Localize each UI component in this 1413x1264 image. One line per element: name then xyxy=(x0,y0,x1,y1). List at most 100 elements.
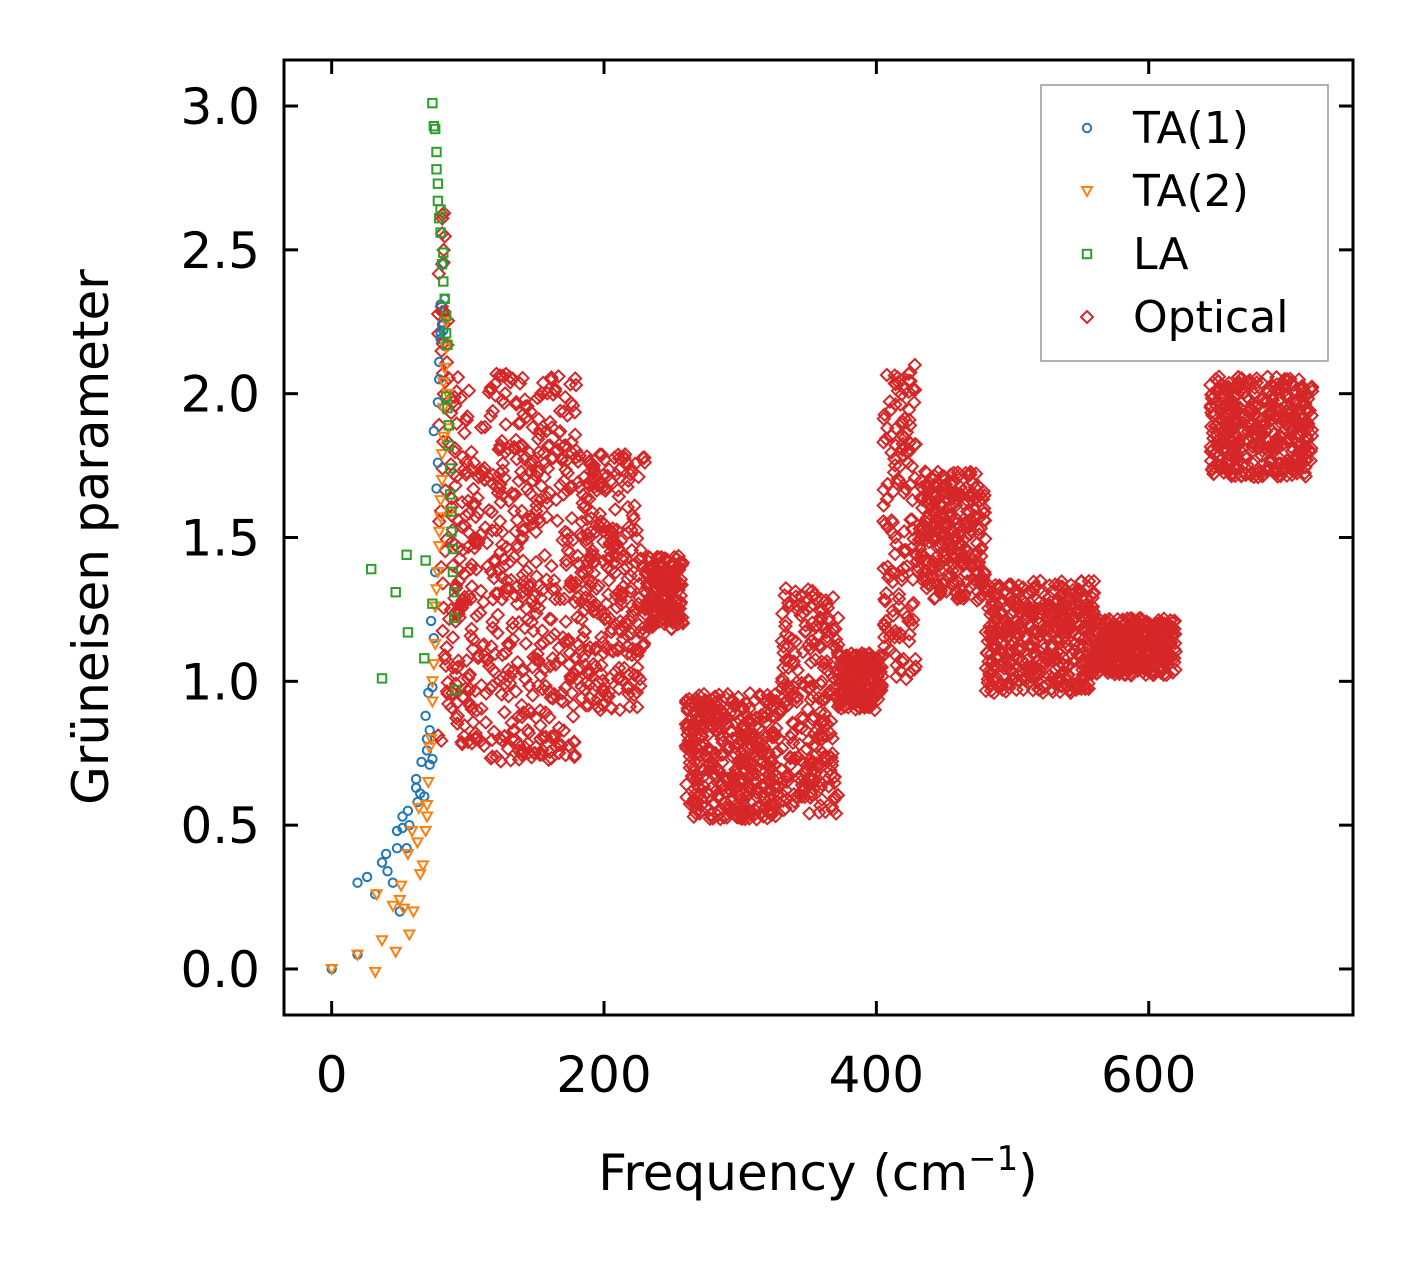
optical-point xyxy=(876,638,892,654)
optical-point xyxy=(522,577,538,593)
ta1-point xyxy=(420,710,431,721)
optical-point xyxy=(515,705,531,720)
optical-point xyxy=(468,532,484,547)
optical-point xyxy=(710,775,726,791)
optical-point xyxy=(898,671,914,687)
optical-point xyxy=(485,403,501,419)
optical-point xyxy=(1056,590,1072,606)
optical-point xyxy=(528,468,544,484)
optical-point xyxy=(581,491,597,507)
optical-point xyxy=(1055,613,1071,629)
optical-point xyxy=(901,613,916,629)
optical-point xyxy=(794,753,810,769)
ta2-point xyxy=(432,526,446,539)
optical-point xyxy=(717,689,733,705)
optical-point xyxy=(936,527,952,543)
optical-point xyxy=(902,365,918,380)
optical-point xyxy=(437,228,453,244)
optical-point xyxy=(819,716,835,731)
x-axis-title-main: Frequency (cm xyxy=(598,1144,968,1202)
optical-point xyxy=(468,509,484,525)
optical-point xyxy=(890,370,906,386)
y-tick-label: 2.0 xyxy=(180,366,260,424)
ta1-point xyxy=(397,811,408,822)
ta2-point xyxy=(394,880,408,893)
optical-point xyxy=(611,462,627,477)
optical-point xyxy=(1244,417,1260,432)
ta1-point xyxy=(352,877,363,888)
optical-point xyxy=(891,598,907,614)
optical-point xyxy=(935,478,951,494)
optical-point xyxy=(520,398,535,414)
optical-point xyxy=(494,487,510,503)
optical-point xyxy=(977,505,993,521)
optical-point xyxy=(1277,382,1293,398)
optical-point xyxy=(745,729,761,745)
optical-point xyxy=(932,580,948,596)
optical-point xyxy=(755,787,771,803)
optical-point xyxy=(517,392,533,408)
optical-point xyxy=(599,559,615,575)
optical-point xyxy=(486,570,502,586)
optical-point xyxy=(518,450,534,466)
legend-label-la: LA xyxy=(1133,229,1189,280)
optical-point xyxy=(782,653,798,669)
optical-point xyxy=(1091,611,1107,627)
optical-point xyxy=(1063,685,1079,701)
optical-point xyxy=(703,716,719,732)
optical-point xyxy=(812,798,828,813)
optical-point xyxy=(444,491,460,506)
optical-point xyxy=(439,639,455,655)
optical-point xyxy=(500,662,516,678)
optical-point xyxy=(964,493,980,509)
optical-point xyxy=(581,531,597,546)
ta1-point xyxy=(428,633,439,644)
optical-point xyxy=(1260,393,1276,409)
optical-point xyxy=(548,581,563,597)
optical-point xyxy=(555,694,571,710)
optical-point xyxy=(1080,676,1096,691)
ta2-point xyxy=(416,860,430,873)
optical-point xyxy=(1027,580,1042,596)
optical-point xyxy=(912,550,928,566)
optical-point xyxy=(580,555,596,571)
optical-point xyxy=(876,561,892,576)
optical-point xyxy=(566,749,582,765)
optical-point xyxy=(1209,384,1225,399)
optical-point xyxy=(517,671,533,687)
optical-point xyxy=(762,780,778,796)
optical-point xyxy=(1233,381,1249,397)
optical-point xyxy=(674,614,690,630)
optical-point xyxy=(501,581,517,597)
y-tick-label: 1.5 xyxy=(180,510,260,568)
optical-point xyxy=(1065,582,1081,598)
optical-point xyxy=(1167,613,1183,629)
optical-point xyxy=(452,610,468,625)
ta2-point xyxy=(369,889,384,902)
ta2-point xyxy=(427,659,441,672)
optical-point xyxy=(544,581,560,597)
optical-point xyxy=(1114,649,1130,664)
optical-point xyxy=(1113,625,1129,641)
optical-point xyxy=(726,697,742,713)
optical-point xyxy=(1230,369,1246,385)
optical-point xyxy=(508,394,524,410)
optical-point xyxy=(793,607,809,623)
optical-point xyxy=(556,438,572,454)
optical-point xyxy=(533,492,549,508)
ta2-point xyxy=(350,949,365,962)
optical-point xyxy=(572,448,587,464)
data-points xyxy=(325,97,1320,979)
optical-point xyxy=(780,697,796,713)
optical-point xyxy=(719,709,735,725)
ta2-point xyxy=(429,584,444,597)
optical-point xyxy=(445,630,461,645)
optical-point xyxy=(629,660,645,675)
optical-point xyxy=(914,531,929,547)
optical-point xyxy=(1230,413,1246,429)
optical-point xyxy=(588,640,604,656)
optical-point xyxy=(724,692,740,708)
optical-point xyxy=(569,609,585,625)
optical-point xyxy=(485,620,501,636)
optical-point xyxy=(534,742,550,758)
